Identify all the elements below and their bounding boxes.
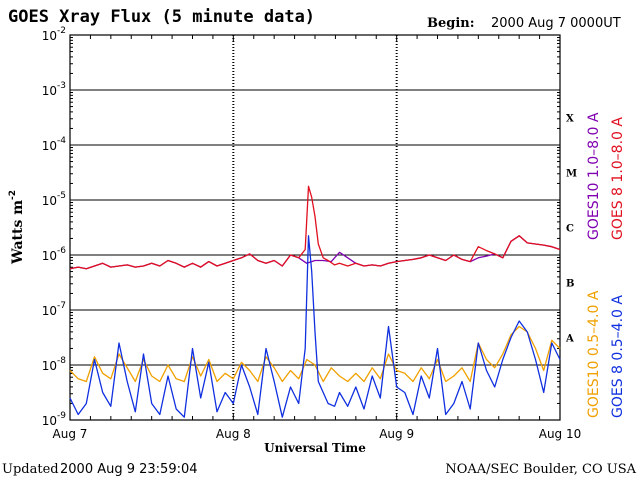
y-axis-label-text: Watts m <box>10 200 26 265</box>
flare-class-a: A <box>565 334 574 345</box>
flare-class-m: M <box>566 169 577 180</box>
grid-lines <box>70 35 560 420</box>
y-tick-power: -6 <box>57 246 66 256</box>
series-line-3 <box>69 235 561 418</box>
series-line-1 <box>69 185 561 270</box>
legend-item-3: GOES 8 0.5–4.0 A <box>610 295 626 418</box>
y-tick-power: -2 <box>57 26 66 36</box>
y-tick-base: 10 <box>42 249 57 263</box>
y-tick-label-5: 10-7 <box>42 301 66 318</box>
data-source: NOAA/SEC Boulder, CO USA <box>445 462 636 477</box>
legend-item-0: GOES10 1.0–8.0 A <box>586 112 602 240</box>
x-tick-label-0: Aug 7 <box>53 427 88 441</box>
y-tick-base: 10 <box>42 304 57 318</box>
y-tick-label-4: 10-6 <box>42 246 67 263</box>
y-tick-label-7: 10-9 <box>42 411 67 428</box>
y-tick-base: 10 <box>42 414 57 428</box>
y-tick-label-0: 10-2 <box>42 26 66 43</box>
flare-class-x: X <box>566 114 574 125</box>
legend-item-2: GOES10 0.5–4.0 A <box>586 290 602 418</box>
y-axis-label-exponent: -2 <box>8 190 18 200</box>
flare-class-b: B <box>566 279 574 290</box>
chart-title: GOES Xray Flux (5 minute data) <box>8 7 315 27</box>
data-series <box>69 185 561 418</box>
y-tick-base: 10 <box>42 194 57 208</box>
y-axis-label: Watts m-2 <box>8 190 26 265</box>
y-tick-power: -5 <box>57 191 66 201</box>
y-tick-power: -3 <box>57 81 66 91</box>
begin-value: 2000 Aug 7 0000UT <box>491 16 621 31</box>
y-axis-label-group: Watts m-2 <box>8 190 26 265</box>
axis-ticks <box>69 34 561 421</box>
y-tick-base: 10 <box>42 84 57 98</box>
y-tick-power: -9 <box>57 411 66 421</box>
x-tick-labels: Aug 7 Aug 8 Aug 9 Aug 10 <box>53 427 582 441</box>
y-tick-power: -8 <box>57 356 66 366</box>
y-tick-base: 10 <box>42 29 57 43</box>
y-tick-label-2: 10-4 <box>42 136 67 153</box>
y-tick-label-1: 10-3 <box>42 81 66 98</box>
series-line-0 <box>69 235 561 270</box>
flare-class-c: C <box>566 224 574 235</box>
y-tick-label-6: 10-8 <box>42 356 67 373</box>
y-tick-power: -4 <box>57 136 66 146</box>
updated-value: 2000 Aug 9 23:59:04 <box>60 462 198 477</box>
y-tick-label-3: 10-5 <box>42 191 66 208</box>
legend-item-1: GOES 8 1.0–8.0 A <box>610 117 626 240</box>
x-axis-label: Universal Time <box>264 441 366 455</box>
y-tick-base: 10 <box>42 359 57 373</box>
y-tick-base: 10 <box>42 139 57 153</box>
begin-label: Begin: <box>427 16 475 31</box>
y-tick-power: -7 <box>57 301 66 311</box>
x-tick-label-1: Aug 8 <box>216 427 251 441</box>
flare-class-labels: X M C B A <box>565 114 577 345</box>
updated-label: Updated <box>2 462 59 477</box>
x-tick-label-3: Aug 10 <box>539 427 582 441</box>
plot-frame <box>69 34 561 421</box>
legend: GOES10 1.0–8.0 A GOES 8 1.0–8.0 A GOES10 0… <box>586 112 626 418</box>
y-tick-labels: 10-210-310-410-510-610-710-810-9 <box>42 26 67 428</box>
x-tick-label-2: Aug 9 <box>379 427 414 441</box>
